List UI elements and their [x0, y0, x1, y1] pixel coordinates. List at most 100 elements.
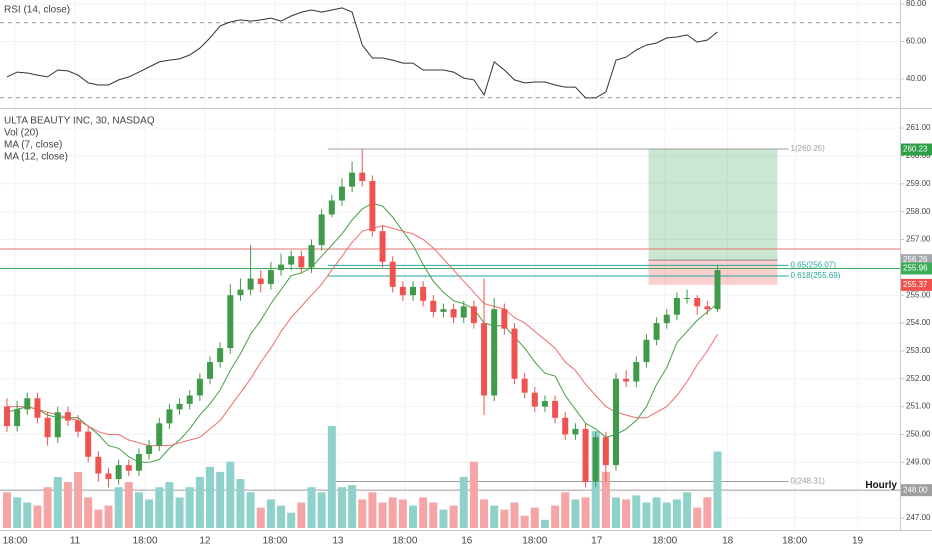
indicator-label: Vol (20)	[4, 128, 38, 139]
volume-bar	[63, 482, 72, 528]
fib-label: 0(248.31)	[791, 477, 826, 486]
y-tick-label: 249.00	[906, 457, 931, 466]
candle-body	[379, 231, 386, 262]
volume-bar	[520, 515, 529, 528]
candle-body	[24, 398, 31, 410]
candle-body	[227, 295, 234, 349]
candle-body	[288, 256, 295, 265]
y-tick-label: 259.00	[906, 179, 931, 188]
x-tick-label: 18:00	[262, 536, 287, 547]
candle-body	[389, 261, 396, 287]
volume-bar	[185, 487, 194, 528]
volume-bar	[307, 487, 316, 528]
volume-bar	[419, 497, 428, 528]
volume-bar	[256, 507, 265, 528]
volume-bar	[226, 461, 235, 528]
candle-body	[420, 286, 427, 301]
candle-body	[582, 428, 589, 482]
candle-body	[95, 456, 102, 474]
volume-bar	[601, 471, 610, 528]
y-tick-label: 80.00	[906, 0, 927, 8]
volume-bar	[378, 502, 387, 528]
volume-bar	[683, 492, 692, 528]
volume-bar	[368, 492, 377, 528]
stop-price-label-bg	[901, 278, 932, 291]
volume-bar	[246, 492, 255, 528]
candle-body	[592, 437, 599, 482]
volume-bar	[551, 505, 560, 528]
volume-bar	[662, 502, 671, 528]
y-tick-label: 260.00	[906, 151, 931, 160]
y-tick-label: 261.00	[906, 123, 931, 132]
volume-bar	[632, 495, 641, 528]
volume-bar	[358, 499, 367, 528]
candle-body	[176, 403, 183, 410]
fib-label: 0.65(256.07)	[791, 261, 837, 270]
volume-bar	[703, 497, 712, 528]
target-price-label: 260.23	[903, 145, 928, 154]
volume-bar	[23, 502, 32, 528]
candle-body	[410, 286, 417, 296]
candle-body	[186, 395, 193, 404]
candle-body	[359, 172, 366, 182]
candle-body	[237, 289, 244, 296]
candle-body	[85, 431, 92, 457]
volume-bar	[145, 499, 154, 528]
candle-body	[623, 378, 630, 382]
y-tick-label: 258.00	[906, 207, 931, 216]
x-tick-label: 18:00	[522, 536, 547, 547]
candle-body	[146, 445, 153, 454]
candle-body	[278, 264, 285, 271]
y-tick-label: 247.00	[906, 513, 931, 522]
candle-body	[125, 465, 132, 471]
y-tick-label: 255.00	[906, 290, 931, 299]
candle-body	[663, 314, 670, 324]
candle-body	[521, 378, 528, 393]
candle-body	[704, 306, 711, 310]
candle-body	[694, 297, 701, 307]
fib-label: 0.618(255.69)	[791, 271, 841, 280]
volume-bar	[104, 505, 113, 528]
volume-bar	[74, 471, 83, 528]
volume-bar	[480, 499, 489, 528]
volume-bar	[337, 487, 346, 528]
hline-label: 248.00	[903, 485, 928, 494]
candle-body	[298, 256, 305, 268]
y-tick-label: 254.00	[906, 318, 931, 327]
candle-body	[338, 186, 345, 201]
candle-body	[602, 437, 609, 466]
volume-bar	[449, 505, 458, 528]
candle-body	[673, 297, 680, 315]
candle-body	[369, 181, 376, 232]
legend-entry: MA (12, close)	[4, 152, 68, 163]
volume-bar	[277, 505, 286, 528]
candle-body	[156, 423, 163, 446]
volume-bar	[490, 505, 499, 528]
volume-bar	[642, 502, 651, 528]
moving-average	[7, 225, 718, 447]
volume-bar	[317, 492, 326, 528]
candle-body	[562, 417, 569, 435]
candle-body	[308, 245, 315, 268]
legend-entry: MA (7, close)	[4, 140, 62, 151]
hline-name: Hourly	[865, 480, 897, 491]
rsi-title: RSI (14, close)	[4, 5, 70, 16]
x-tick-label: 17	[591, 536, 603, 547]
last-price-label: 255.96	[903, 264, 928, 273]
volume-bar	[530, 507, 539, 528]
volume-bar	[94, 509, 103, 528]
volume-bar	[134, 492, 143, 528]
last-price-label-bg	[901, 262, 932, 275]
volume-bar	[216, 471, 225, 528]
volume-bar	[175, 497, 184, 528]
candle-body	[481, 323, 488, 396]
candle-body	[399, 286, 406, 296]
volume-bar	[540, 519, 549, 528]
volume-bar	[713, 451, 722, 528]
candle-body	[135, 453, 142, 471]
volume-bar	[33, 505, 42, 528]
volume-bar	[388, 497, 397, 528]
candle-body	[531, 392, 538, 407]
